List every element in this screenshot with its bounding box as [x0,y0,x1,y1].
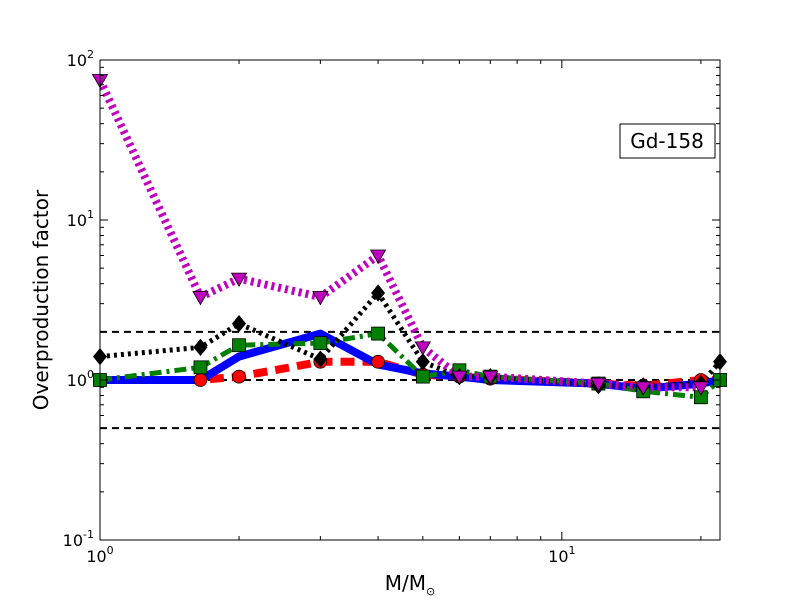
data-point-s4-8 [590,377,607,392]
x-tick-exponent: 0 [107,544,114,557]
reference-lines [100,330,720,430]
data-point-s4-5 [414,341,432,356]
axis-ticks [99,59,720,541]
x-tick-base: 10 [548,547,568,566]
data-point-s3-2 [232,315,247,333]
y-tick-base: 10 [67,211,87,230]
x-axis-title: M/M⊙ [385,571,435,598]
data-point-s4-6 [451,370,468,385]
data-point-s2-2 [232,338,246,353]
data-point-s3-1 [193,338,208,356]
data-point-s3-4 [371,284,386,302]
data-point-s3-5 [415,353,430,371]
y-tick-base: 10 [63,531,83,550]
y-tick-exponent: 1 [87,208,94,221]
data-point-s0-2 [232,369,246,384]
y-tick-base: 10 [67,51,87,70]
series-markers [91,74,728,405]
x-tick-base: 10 [86,547,106,566]
data-point-s2-4 [371,326,385,341]
data-point-s2-3 [313,336,328,351]
data-point-s3-3 [313,350,328,368]
data-point-s4-3 [312,291,329,306]
annotation-frame [619,123,716,159]
data-point-s4-1 [192,291,209,306]
data-point-s4-9 [634,381,652,396]
y-tick-label-0: 10-1 [63,528,94,550]
series-line-2 [99,331,722,400]
x-tick-exponent: 1 [569,544,576,557]
annotation-label: Gd-158 [630,129,704,153]
y-tick-exponent: -1 [83,528,94,541]
data-point-s2-5 [415,369,430,384]
y-tick-label-3: 102 [67,48,94,70]
x-tick-label-0: 100 [86,544,113,566]
x-tick-label-1: 101 [548,544,575,566]
annotation-box: Gd-158 [619,123,716,159]
data-point-s4-10 [692,381,710,396]
y-tick-exponent: 0 [87,368,94,381]
series-line-4 [96,78,701,392]
y-tick-label-2: 101 [67,208,94,230]
data-point-s2-1 [193,360,208,375]
data-point-s4-4 [369,249,387,264]
plot-frame [99,59,721,541]
data-point-s4-2 [230,272,248,287]
y-axis-title: Overproduction factor [29,189,53,410]
x-axis-title-main: M/M [385,571,426,595]
y-tick-base: 10 [67,371,87,390]
y-tick-label-1: 100 [67,368,94,390]
data-point-s0-4 [371,354,385,369]
y-tick-exponent: 2 [87,48,94,61]
data-point-s0-1 [193,373,208,387]
x-axis-title-subscript: ⊙ [426,585,435,598]
data-point-s4-7 [482,370,499,385]
